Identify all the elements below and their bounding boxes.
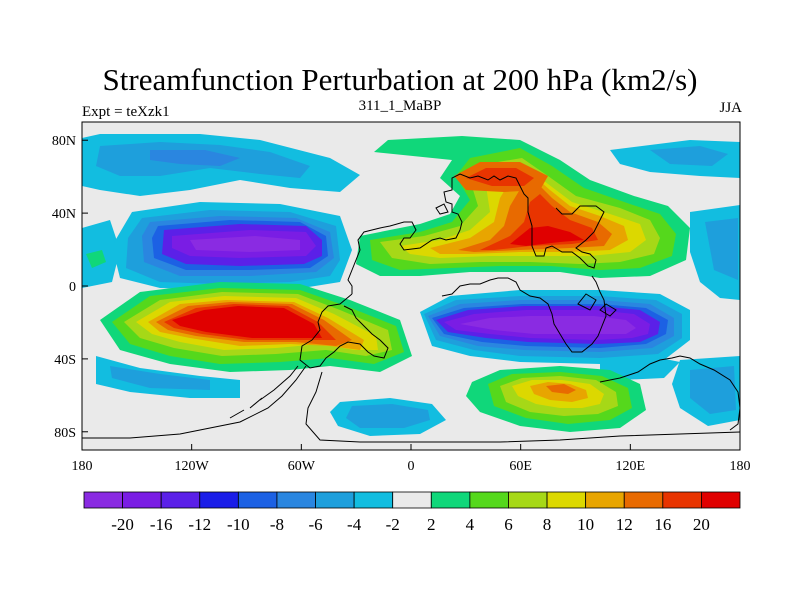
y-tick-label: 40S bbox=[54, 353, 76, 368]
coastline-africa bbox=[441, 275, 607, 353]
x-tick-label: 0 bbox=[408, 459, 415, 474]
colorbar-swatch bbox=[199, 491, 239, 509]
contour-far-west-p2 bbox=[86, 250, 106, 268]
y-tick-label: 40N bbox=[52, 207, 76, 222]
contour-east-pacific-n6 bbox=[705, 218, 738, 280]
x-tick-label: 60W bbox=[288, 459, 316, 474]
colorbar-swatch bbox=[237, 491, 278, 509]
colorbar-level-label: -10 bbox=[227, 515, 250, 534]
contour-south-high-p20 bbox=[172, 306, 322, 338]
experiment-label: Expt = teXzk1 bbox=[82, 104, 170, 120]
plot-area: 180 120W 60W 0 60E 120E 180 80N 40N 0 40S 80S bbox=[52, 121, 751, 474]
colorbar-level-label: -20 bbox=[111, 515, 134, 534]
coastline-south-america bbox=[299, 293, 389, 369]
coastline-north-america bbox=[347, 173, 605, 294]
colorbar-swatch bbox=[315, 491, 355, 509]
colorbar-level-label: -2 bbox=[386, 515, 400, 534]
contour-far-se-low-n6 bbox=[690, 366, 736, 414]
colorbar-swatch bbox=[585, 491, 625, 509]
contour-pacific-low-n20 bbox=[190, 236, 300, 252]
colorbar-swatch bbox=[392, 491, 432, 509]
y-tick-label: 80N bbox=[52, 134, 76, 149]
contour-south-pacific-low-n6 bbox=[110, 366, 210, 390]
y-axis-ticks: 80N 40N 0 40S 80S bbox=[52, 134, 88, 441]
colorbar-level-label: 12 bbox=[616, 515, 633, 534]
colorbar-swatch bbox=[122, 491, 162, 509]
colorbar-level-label: 16 bbox=[654, 515, 671, 534]
colorbar-swatch bbox=[469, 491, 509, 509]
contour-fill-group bbox=[82, 134, 740, 436]
x-tick-label: 60E bbox=[509, 459, 532, 474]
coastline-antarctic-peninsula bbox=[229, 365, 299, 419]
colorbar-level-label: 10 bbox=[577, 515, 594, 534]
colorbar-level-label: -16 bbox=[150, 515, 173, 534]
colorbar-swatch bbox=[546, 491, 587, 509]
colorbar-level-label: -12 bbox=[188, 515, 211, 534]
colorbar-swatch bbox=[276, 491, 316, 509]
contour-south-indian-high-p12 bbox=[546, 384, 576, 394]
contour-asia-high-p20 bbox=[510, 226, 584, 246]
contour-south-atlantic-low-n6 bbox=[346, 404, 430, 428]
x-tick-label: 120W bbox=[175, 459, 210, 474]
colorbar-swatch bbox=[430, 491, 471, 509]
coastline-australia bbox=[599, 355, 740, 431]
contour-indian-low-n20 bbox=[460, 316, 636, 334]
coastline-asia-islands bbox=[435, 203, 617, 317]
colorbar-level-label: -8 bbox=[270, 515, 284, 534]
colorbar-swatch bbox=[83, 491, 123, 509]
contour-pacific-east-n4 bbox=[600, 356, 680, 380]
x-tick-label: 120E bbox=[616, 459, 646, 474]
colorbar-level-label: 8 bbox=[543, 515, 552, 534]
x-tick-label: 180 bbox=[72, 459, 93, 474]
colorbar-level-label: 20 bbox=[693, 515, 710, 534]
colorbar-swatch bbox=[701, 491, 741, 509]
colorbar-swatch bbox=[623, 491, 664, 509]
colorbar-level-label: -4 bbox=[347, 515, 362, 534]
y-tick-label: 0 bbox=[69, 280, 76, 295]
colorbar-level-label: -6 bbox=[308, 515, 322, 534]
coastline-group bbox=[82, 173, 740, 443]
colorbar-level-label: 6 bbox=[504, 515, 513, 534]
colorbar-swatch bbox=[508, 491, 548, 509]
contour-north-band-n8 bbox=[150, 150, 240, 166]
y-tick-label: 80S bbox=[54, 426, 76, 441]
colorbar-level-label: 2 bbox=[427, 515, 436, 534]
colorbar: -20 -16 -12 -10 -8 -6 -4 -2 2 4 6 8 10 12 16 20 bbox=[83, 491, 741, 534]
colorbar-swatch bbox=[160, 491, 201, 509]
map-subtitle: 311_1_MaBP bbox=[358, 98, 442, 114]
colorbar-level-label: 4 bbox=[466, 515, 475, 534]
contour-nw-pacific-n6 bbox=[650, 146, 728, 166]
x-axis-ticks: 180 120W 60W 0 60E 120E 180 bbox=[72, 444, 751, 474]
season-label: JJA bbox=[719, 100, 742, 116]
colorbar-swatch bbox=[353, 491, 394, 509]
map-title: Streamfunction Perturbation at 200 hPa (… bbox=[102, 62, 698, 97]
coastline-antarctica bbox=[82, 365, 740, 443]
contour-north-asia-high-p16 bbox=[466, 168, 534, 186]
colorbar-swatch bbox=[662, 491, 702, 509]
x-tick-label: 180 bbox=[730, 459, 751, 474]
